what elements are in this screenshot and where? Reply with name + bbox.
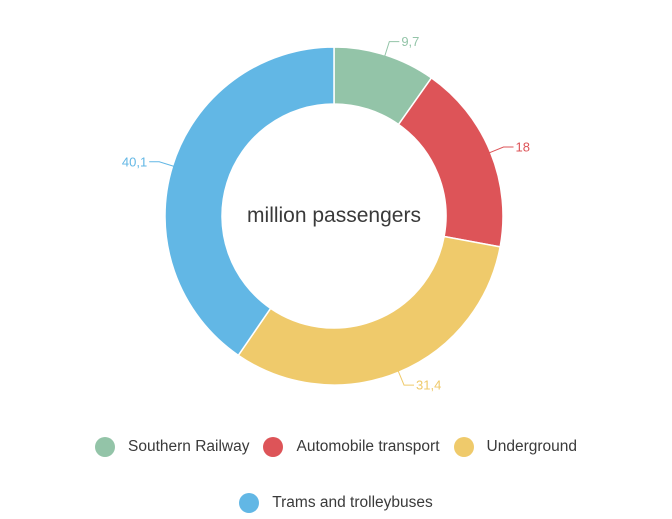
legend-label: Underground — [486, 438, 577, 455]
donut-svg: 9,7 18 31,4 40,1 million passengers — [122, 34, 530, 393]
legend-label: Southern Railway — [128, 438, 250, 455]
center-label: million passengers — [247, 204, 421, 227]
legend-item-underground[interactable]: Underground — [453, 437, 577, 457]
legend-item-southern-railway[interactable]: Southern Railway — [95, 437, 249, 457]
slice-trams-and-trolleybuses[interactable] — [164, 46, 335, 357]
leader-line — [383, 41, 400, 59]
slice-underground[interactable] — [237, 235, 502, 386]
legend-marker-icon — [263, 437, 284, 457]
legend-marker-icon — [95, 437, 115, 457]
legend-marker-icon — [239, 493, 260, 513]
legend-marker-icon — [453, 437, 474, 457]
data-label: 40,1 — [122, 154, 147, 169]
legend: Southern Railway Automobile transport Un… — [0, 437, 672, 513]
legend-label: Trams and trolleybuses — [272, 494, 433, 511]
data-label: 18 — [516, 140, 530, 155]
slices-group — [164, 46, 504, 386]
data-labels-group: 9,7 18 31,4 40,1 — [122, 34, 530, 393]
legend-item-trams-and-trolleybuses[interactable]: Trams and trolleybuses — [239, 493, 433, 513]
leader-line — [396, 368, 415, 386]
leader-line — [149, 161, 177, 168]
legend-item-automobile-transport[interactable]: Automobile transport — [263, 437, 440, 457]
leader-line — [486, 146, 514, 155]
legend-label: Automobile transport — [296, 438, 440, 455]
data-label: 31,4 — [416, 378, 441, 393]
data-label: 9,7 — [401, 34, 419, 49]
